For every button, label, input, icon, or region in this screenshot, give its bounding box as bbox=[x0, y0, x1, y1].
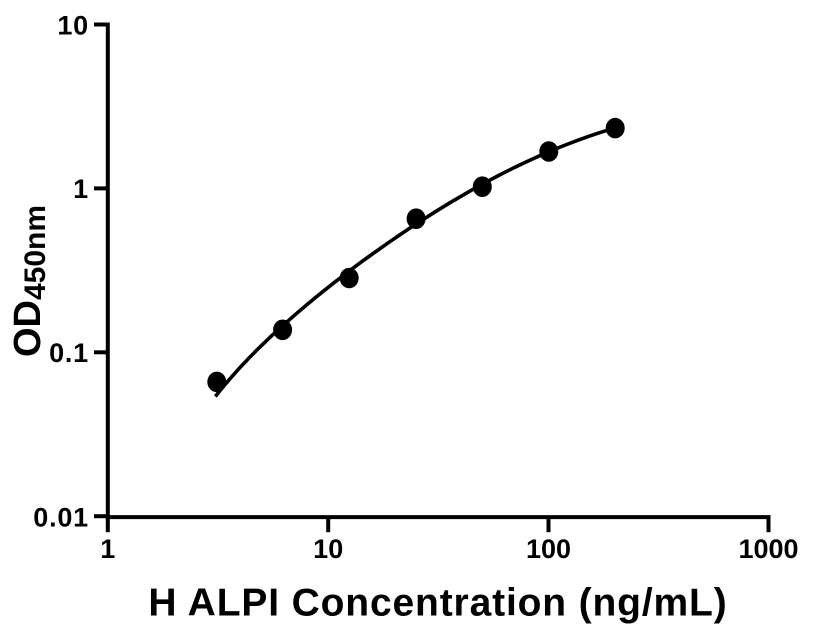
svg-text:0.1: 0.1 bbox=[49, 338, 89, 368]
svg-text:10: 10 bbox=[313, 534, 343, 564]
svg-text:1000: 1000 bbox=[738, 534, 798, 564]
svg-text:10: 10 bbox=[57, 10, 89, 40]
svg-text:100: 100 bbox=[526, 534, 571, 564]
svg-text:0.01: 0.01 bbox=[33, 503, 89, 533]
svg-text:1: 1 bbox=[100, 534, 115, 564]
svg-text:H ALPI Concentration (ng/mL): H ALPI Concentration (ng/mL) bbox=[148, 581, 727, 624]
svg-text:1: 1 bbox=[73, 174, 89, 204]
